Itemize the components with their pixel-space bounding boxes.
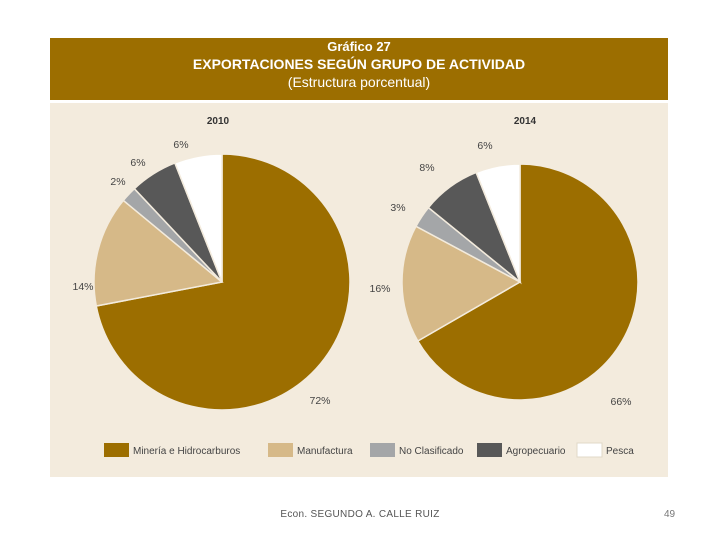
- legend-swatch-5: [576, 442, 603, 458]
- pie-slice-2014-1: [416, 163, 639, 401]
- legend-label-5: Pesca: [606, 446, 634, 457]
- chart-subtitle: (Estructura porcentual): [287, 74, 431, 90]
- pie-data-label-2014-3: 3%: [390, 202, 405, 214]
- pie-year-label-2010: 2010: [207, 116, 230, 127]
- page-number: 49: [664, 509, 676, 520]
- chart-number: Gráfico 27: [327, 39, 391, 54]
- chart-title: EXPORTACIONES SEGÚN GRUPO DE ACTIVIDAD: [192, 56, 526, 72]
- pie-data-label-2014-1: 66%: [610, 396, 631, 408]
- chart-header: Gráfico 27 EXPORTACIONES SEGÚN GRUPO DE …: [50, 38, 668, 100]
- pie-data-label-2010-4: 6%: [130, 157, 145, 169]
- legend-swatch-1: [104, 443, 129, 457]
- pie-slice-2010-5: [173, 153, 223, 283]
- legend-swatch-2: [268, 443, 293, 457]
- legend-label-2: Manufactura: [297, 446, 353, 457]
- legend-label-3: No Clasificado: [399, 446, 464, 457]
- legend-swatch-3: [370, 443, 395, 457]
- pie-data-label-2010-3: 2%: [110, 176, 125, 188]
- pie-data-label-2014-5: 6%: [477, 140, 492, 152]
- pie-data-label-2010-1: 72%: [309, 395, 330, 407]
- pie-data-label-2014-4: 8%: [419, 162, 434, 174]
- pie-slice-2010-2: [93, 199, 224, 307]
- legend-label-4: Agropecuario: [506, 446, 566, 457]
- pie-data-label-2010-2: 14%: [72, 281, 93, 293]
- legend-swatch-4: [477, 443, 502, 457]
- pie-slice-2014-2: [401, 225, 522, 343]
- legend-label-1: Minería e Hidrocarburos: [133, 446, 240, 457]
- pie-slice-2014-5: [475, 163, 521, 283]
- pie-data-label-2010-5: 6%: [173, 139, 188, 151]
- pie-data-label-2014-2: 16%: [369, 283, 390, 295]
- pie-year-label-2014: 2014: [514, 116, 537, 127]
- footer-author: Econ. SEGUNDO A. CALLE RUIZ: [280, 509, 440, 520]
